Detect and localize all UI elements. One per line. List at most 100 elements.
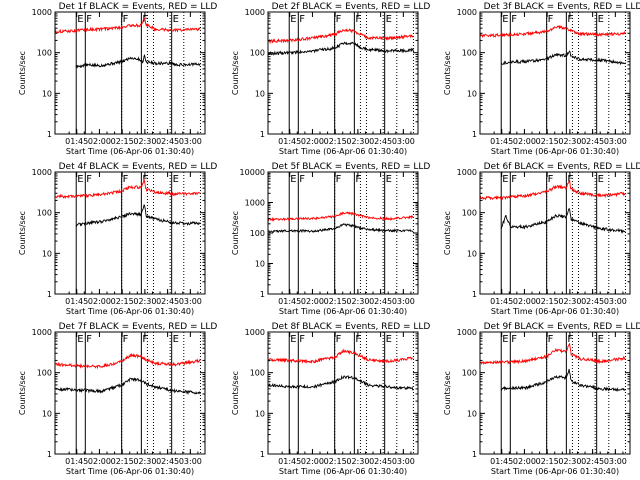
x-tick-label: 02:30 bbox=[133, 137, 156, 146]
y-tick-label: 100 bbox=[250, 49, 265, 58]
flag-label: E bbox=[386, 334, 392, 345]
flag-label: E bbox=[386, 174, 392, 185]
flag-label: E bbox=[290, 14, 296, 25]
x-tick-label: 02:45 bbox=[156, 137, 179, 146]
y-tick-label: 10 bbox=[255, 89, 265, 98]
x-tick-label: 02:15 bbox=[536, 297, 559, 306]
x-tick-label: 02:15 bbox=[111, 137, 134, 146]
y-tick-label: 1 bbox=[47, 450, 52, 459]
plot-frame bbox=[479, 171, 631, 295]
y-tick-label: 1000 bbox=[32, 8, 52, 17]
plot-frame bbox=[54, 331, 206, 455]
y-axis-label: Counts/sec bbox=[18, 371, 27, 415]
x-tick-label: 02:15 bbox=[536, 137, 559, 146]
y-tick-label: 1000 bbox=[245, 199, 265, 208]
x-tick-label: 02:00 bbox=[301, 137, 324, 146]
y-tick-label: 10 bbox=[42, 249, 52, 258]
lld-series-line bbox=[267, 211, 414, 222]
x-tick-label: 02:00 bbox=[513, 457, 536, 466]
flag-label: F bbox=[511, 174, 517, 185]
x-tick-label: 02:00 bbox=[301, 297, 324, 306]
flag-label: F bbox=[336, 334, 342, 345]
flag-label: F bbox=[567, 174, 573, 185]
x-tick-label: 02:00 bbox=[88, 137, 111, 146]
flag-label: F bbox=[299, 174, 305, 185]
flag-label: E bbox=[598, 334, 604, 345]
y-tick-label: 1 bbox=[260, 290, 265, 299]
y-tick-label: 10 bbox=[255, 409, 265, 418]
panel-title: Det 7f BLACK = Events, RED = LLD bbox=[59, 322, 218, 332]
plot-frame bbox=[479, 11, 631, 135]
x-tick-label: 02:30 bbox=[558, 297, 581, 306]
x-tick-label: 02:45 bbox=[369, 297, 392, 306]
y-axis-label: Counts/sec bbox=[231, 51, 240, 95]
x-tick-label: 02:15 bbox=[536, 457, 559, 466]
x-tick-label: 01:45 bbox=[278, 137, 301, 146]
y-tick-label: 1 bbox=[260, 450, 265, 459]
x-tick-label: 03:00 bbox=[604, 297, 627, 306]
events-series-line bbox=[54, 377, 201, 395]
flag-label: F bbox=[299, 334, 305, 345]
x-tick-label: 01:45 bbox=[490, 297, 513, 306]
flag-label: F bbox=[355, 334, 361, 345]
y-tick-label: 1 bbox=[260, 130, 265, 139]
panel-title: Det 1f BLACK = Events, RED = LLD bbox=[59, 2, 218, 12]
flag-label: F bbox=[86, 174, 92, 185]
lld-series-line bbox=[54, 353, 201, 370]
x-tick-label: 02:45 bbox=[369, 457, 392, 466]
flag-label: E bbox=[173, 174, 179, 185]
y-tick-label: 1000 bbox=[32, 328, 52, 337]
x-tick-label: 02:15 bbox=[111, 457, 134, 466]
x-tick-label: 02:45 bbox=[581, 137, 604, 146]
flag-label: E bbox=[502, 14, 508, 25]
y-tick-label: 10 bbox=[255, 260, 265, 269]
events-series-line bbox=[75, 203, 201, 227]
x-tick-label: 01:45 bbox=[278, 457, 301, 466]
x-tick-label: 03:00 bbox=[179, 457, 202, 466]
x-axis-label: Start Time (06-Apr-06 01:30:40) bbox=[491, 307, 619, 316]
panel-title: Det 3f BLACK = Events, RED = LLD bbox=[484, 2, 640, 12]
x-tick-label: 02:15 bbox=[324, 137, 347, 146]
y-tick-label: 10 bbox=[467, 249, 477, 258]
x-axis-label: Start Time (06-Apr-06 01:30:40) bbox=[66, 467, 194, 476]
flag-label: F bbox=[511, 334, 517, 345]
flag-label: F bbox=[142, 334, 148, 345]
x-tick-label: 02:30 bbox=[133, 297, 156, 306]
y-tick-label: 10 bbox=[42, 409, 52, 418]
x-tick-label: 02:45 bbox=[581, 457, 604, 466]
y-tick-label: 100 bbox=[250, 369, 265, 378]
plot-frame bbox=[54, 171, 206, 295]
y-tick-label: 1 bbox=[472, 130, 477, 139]
x-tick-label: 01:45 bbox=[65, 137, 88, 146]
panel-title: Det 8f BLACK = Events, RED = LLD bbox=[272, 322, 431, 332]
y-tick-label: 100 bbox=[37, 49, 52, 58]
panel-title: Det 6f BLACK = Events, RED = LLD bbox=[484, 162, 640, 172]
y-axis-label: Counts/sec bbox=[443, 51, 452, 95]
y-axis-label: Counts/sec bbox=[443, 371, 452, 415]
x-tick-label: 02:30 bbox=[346, 297, 369, 306]
lld-series-line bbox=[479, 342, 626, 365]
events-series-line bbox=[75, 54, 201, 69]
flag-label: F bbox=[86, 14, 92, 25]
flag-label: E bbox=[598, 174, 604, 185]
lld-series-line bbox=[479, 179, 626, 201]
flag-label: F bbox=[336, 14, 342, 25]
flag-label: E bbox=[173, 334, 179, 345]
x-tick-label: 02:45 bbox=[581, 297, 604, 306]
y-tick-label: 1 bbox=[47, 130, 52, 139]
x-tick-label: 03:00 bbox=[179, 297, 202, 306]
y-tick-label: 100 bbox=[462, 209, 477, 218]
events-series-line bbox=[501, 50, 626, 66]
x-tick-label: 03:00 bbox=[604, 457, 627, 466]
events-series-line bbox=[267, 374, 414, 391]
y-axis-label: Counts/sec bbox=[18, 211, 27, 255]
lld-series-line bbox=[479, 24, 626, 39]
panel-title: Det 9f BLACK = Events, RED = LLD bbox=[484, 322, 640, 332]
flag-label: E bbox=[77, 334, 83, 345]
